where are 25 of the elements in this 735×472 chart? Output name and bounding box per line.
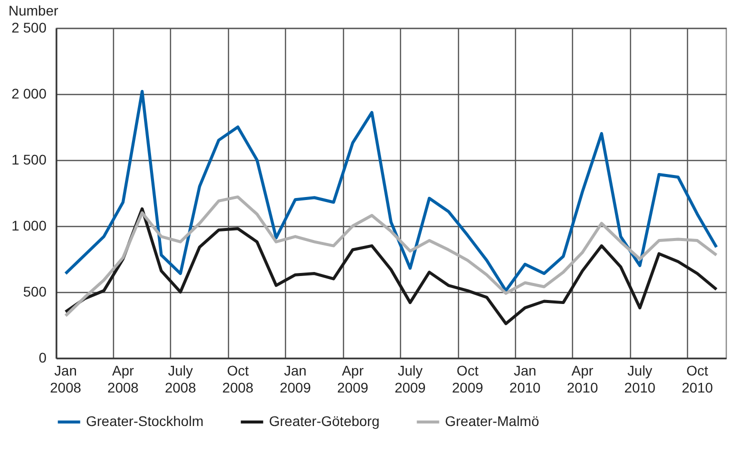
legend-label: Greater-Malmö <box>445 413 540 429</box>
x-tick-label: Oct 2008 <box>222 362 254 396</box>
line-series <box>64 207 718 326</box>
y-tick-label: 2 000 <box>11 86 47 102</box>
line-series <box>64 195 718 318</box>
y-tick-label: 0 <box>38 350 47 366</box>
x-tick-label: July 2009 <box>394 362 426 396</box>
line-series <box>64 90 718 292</box>
legend-label: Greater-Stockholm <box>86 413 204 429</box>
y-tick-label: 500 <box>23 284 47 300</box>
x-tick-label: July 2010 <box>624 362 656 396</box>
x-tick-label: July 2008 <box>164 362 196 396</box>
x-tick-label: Apr 2010 <box>566 362 598 396</box>
x-tick-label: Jan 2010 <box>509 362 541 396</box>
x-tick-label: Jan 2009 <box>280 362 312 396</box>
y-tick-label: 1 500 <box>11 152 47 168</box>
y-axis-title: Number <box>8 2 59 18</box>
x-tick-label: Oct 2010 <box>682 362 714 396</box>
x-tick-label: Apr 2009 <box>337 362 368 396</box>
y-tick-label: 2 500 <box>11 20 47 36</box>
x-tick-label: Jan 2008 <box>50 362 82 396</box>
y-tick-label: 1 000 <box>11 218 47 234</box>
x-tick-label: Oct 2009 <box>452 362 484 396</box>
x-tick-label: Apr 2008 <box>107 362 139 396</box>
legend-label: Greater-Göteborg <box>269 413 380 429</box>
